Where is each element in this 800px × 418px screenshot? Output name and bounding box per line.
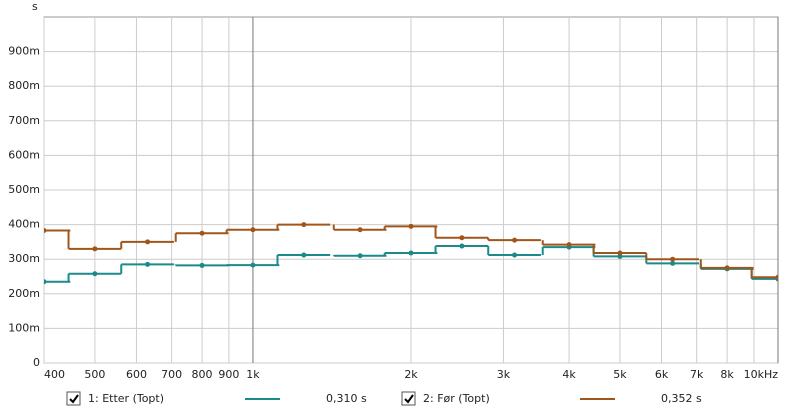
data-point xyxy=(408,250,414,256)
data-point xyxy=(459,243,465,249)
data-point xyxy=(566,242,572,248)
data-point xyxy=(145,239,151,245)
y-tick-label: 300m xyxy=(8,252,40,265)
data-point xyxy=(199,262,205,268)
data-point xyxy=(357,227,363,233)
x-tick-label: 6k xyxy=(655,368,669,381)
legend: 1: Etter (Topt) 0,310 s 2: Før (Topt) 0,352… xyxy=(66,391,702,406)
data-point xyxy=(199,230,205,236)
x-tick-label: 900 xyxy=(218,368,239,381)
data-point xyxy=(512,237,518,243)
data-point xyxy=(512,252,518,258)
checkmark xyxy=(404,394,414,404)
x-tick-label: 8k xyxy=(720,368,734,381)
data-point xyxy=(670,260,676,266)
data-point xyxy=(250,227,256,233)
data-point xyxy=(44,279,47,285)
y-tick-label: 200m xyxy=(8,287,40,300)
x-tick-label: 1k xyxy=(246,368,260,381)
y-tick-label: 600m xyxy=(8,148,40,161)
data-point xyxy=(408,223,414,229)
y-tick-label: 400m xyxy=(8,218,40,231)
data-point xyxy=(617,250,623,256)
y-tick-label: 100m xyxy=(8,321,40,334)
data-point xyxy=(775,274,778,280)
legend-label: 2: Før (Topt) xyxy=(423,392,490,405)
x-tick-label: 4k xyxy=(562,368,576,381)
y-tick-label: 500m xyxy=(8,183,40,196)
y-tick-label: 800m xyxy=(8,79,40,92)
data-point xyxy=(617,253,623,259)
checkmark xyxy=(69,394,79,404)
data-point xyxy=(724,265,730,271)
legend-label: 1: Etter (Topt) xyxy=(88,392,164,405)
y-unit: s xyxy=(32,0,38,13)
x-tick-label: 10kHz xyxy=(744,368,779,381)
x-tick-label: 400 xyxy=(44,368,65,381)
data-point xyxy=(301,222,307,228)
data-point xyxy=(250,262,256,268)
data-point xyxy=(145,261,151,267)
legend-value: 0,352 s xyxy=(661,392,702,405)
data-point xyxy=(459,235,465,241)
legend-checkbox[interactable] xyxy=(66,391,81,406)
data-point xyxy=(44,227,47,233)
x-tick-label: 5k xyxy=(613,368,627,381)
x-tick-label: 800 xyxy=(192,368,213,381)
legend-checkbox[interactable] xyxy=(401,391,416,406)
x-tick-label: 500 xyxy=(84,368,105,381)
x-tick-label: 7k xyxy=(690,368,704,381)
x-tick-label: 700 xyxy=(161,368,182,381)
data-point xyxy=(92,246,98,252)
y-tick-label: 0 xyxy=(33,356,40,369)
legend-value: 0,310 s xyxy=(326,392,367,405)
y-tick-label: 900m xyxy=(8,45,40,58)
data-point xyxy=(357,253,363,259)
data-point xyxy=(92,271,98,277)
x-tick-label: 2k xyxy=(404,368,418,381)
data-point xyxy=(670,256,676,262)
data-point xyxy=(301,252,307,258)
x-tick-label: 3k xyxy=(497,368,511,381)
y-tick-label: 700m xyxy=(8,114,40,127)
x-tick-label: 600 xyxy=(126,368,147,381)
